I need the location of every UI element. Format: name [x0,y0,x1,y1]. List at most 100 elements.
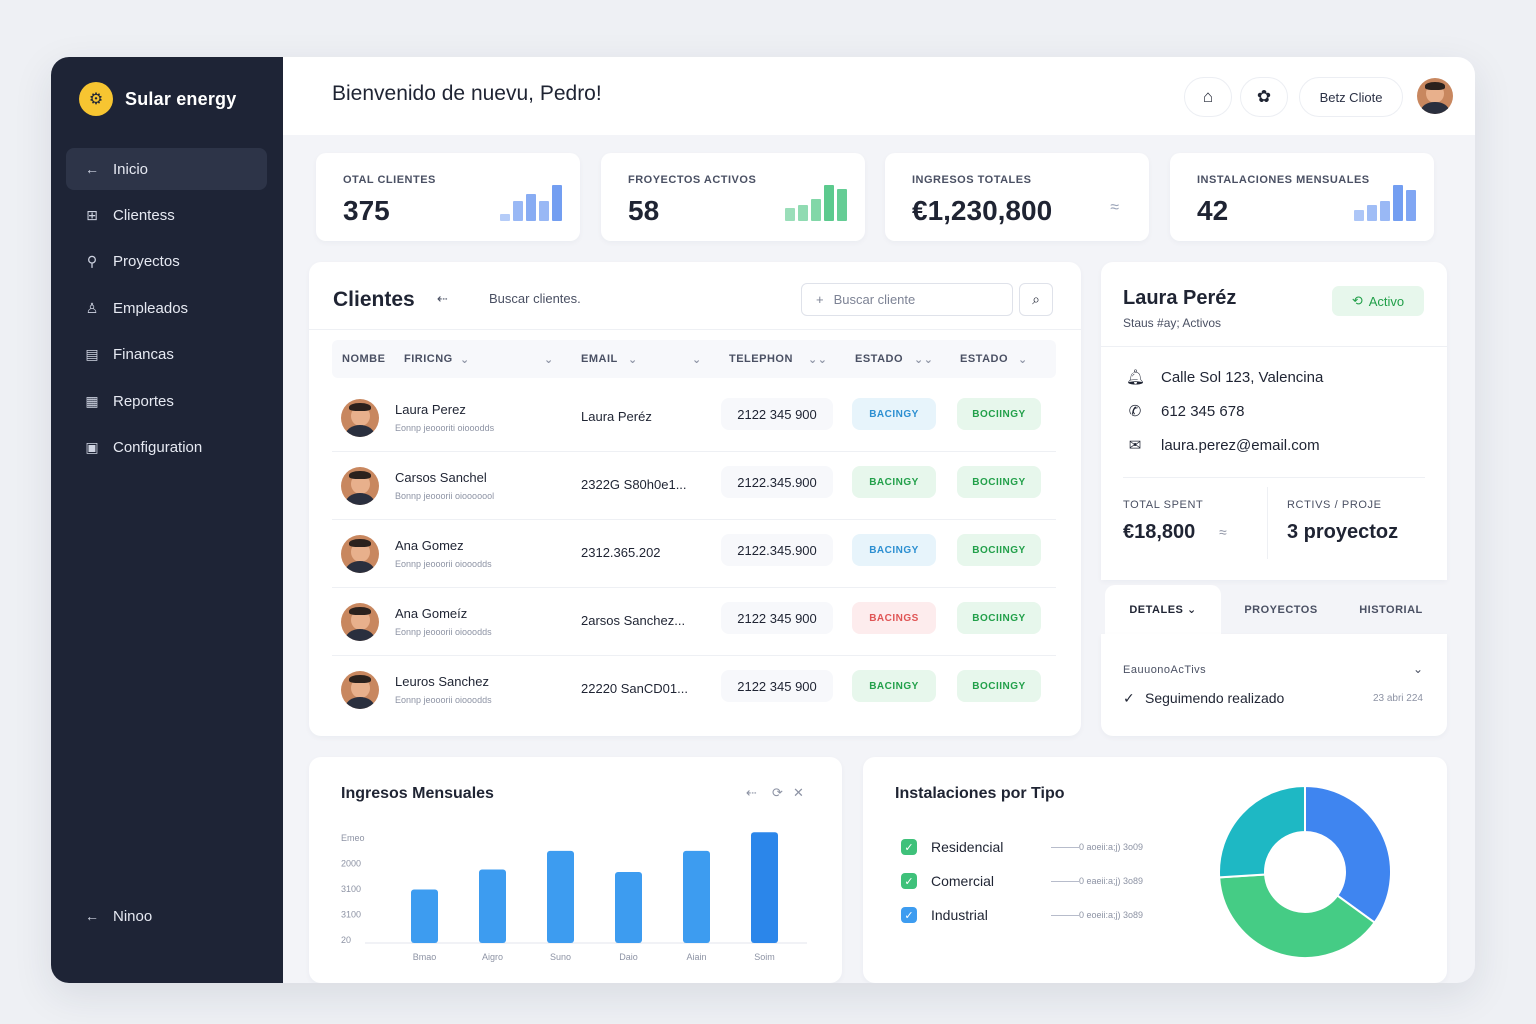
status-badge[interactable]: BACINGY [852,398,936,430]
sidebar-item-reportes[interactable]: ▦ Reportes [66,380,267,422]
spark-bar [500,214,510,221]
legend-connector [1051,915,1079,916]
tab-detalles[interactable]: DETALES ⌄ [1105,585,1221,634]
client-name: Laura Perez [395,402,466,417]
status-badge[interactable]: ⟲ Activo [1332,286,1424,316]
client-phone: 2122 345 900 [721,602,833,634]
status-badge[interactable]: BACINGY [852,670,936,702]
column-header[interactable]: ESTADO [960,353,1009,365]
sort-icon[interactable]: ⌄ [460,354,470,366]
table-row[interactable]: Ana Gomez Eonnp jeooorii oiooodds 2312.3… [332,520,1056,588]
x-tick-label: Aiain [686,952,706,962]
sidebar-item-label: Configuration [113,438,203,456]
avatar [341,671,379,709]
home-button[interactable]: ⌂ [1184,77,1232,117]
table-row[interactable]: Laura Perez Eonnp jeoooriti oiooodds Lau… [332,384,1056,452]
x-tick-label: Aigro [482,952,503,962]
user-avatar[interactable] [1417,78,1453,114]
sidebar-item-label: Proyectos [113,252,180,270]
column-header[interactable]: ESTADO [855,353,904,365]
column-header[interactable]: FIRICNG [404,353,453,365]
table-row[interactable]: Ana Gomeíz Eonnp jeooorii oiooodds 2arso… [332,588,1056,656]
detail-status: Staus #ay; Activos [1123,316,1222,330]
legend-item[interactable]: ✓ Comercial [901,873,994,889]
client-subtext: Eonnp jeooorii oiooodds [395,695,492,705]
status-badge[interactable]: BOCIINGY [957,398,1041,430]
stat-value: 42 [1197,195,1229,226]
sidebar-item-label: Inicio [113,160,149,178]
spark-bar [785,208,795,221]
sidebar-item-financas[interactable]: ▤ Financas [66,333,267,375]
sort-icon[interactable]: ⌄⌄ [914,354,934,366]
clients-card: Clientes ⇠ Buscar clientes. + Buscar cli… [309,262,1081,736]
client-email: Laura Peréz [581,409,652,424]
sort-icon[interactable]: ⌄⌄ [808,354,828,366]
status-badge[interactable]: BOCIINGY [957,466,1041,498]
email-line[interactable]: ✉ laura.perez@email.com [1126,436,1320,455]
sidebar-item-clientes[interactable]: ⊞ Clientess [66,194,267,236]
stat-card-proyectos[interactable]: FROYECTOS ACTIVOS 58 [601,153,865,241]
legend-item[interactable]: ✓ Residencial [901,839,1003,855]
stat-card-instalaciones[interactable]: INSTALACIONES MENSUALES 42 [1170,153,1434,241]
chevron-down-icon[interactable]: ⌄ [1412,662,1423,676]
search-button[interactable]: ⌕ [1019,283,1053,316]
avatar [341,399,379,437]
sort-icon[interactable]: ⌄ [1018,354,1028,366]
home-icon: ⌂ [1202,87,1214,106]
sidebar: ⚙ Sular energy ← Inicio ⊞ Clientess ⚲ Pr… [51,57,283,983]
stat-card-clientes[interactable]: OTAL CLIENTES 375 [316,153,580,241]
sidebar-item-proyectos[interactable]: ⚲ Proyectos [66,240,267,282]
projects-label: RCTIVS / PROJE [1287,499,1382,511]
brand[interactable]: ⚙ Sular energy [79,82,236,116]
divider [1123,477,1425,478]
status-badge[interactable]: BACINGY [852,466,936,498]
sort-icon[interactable]: ⌄ [544,354,554,366]
client-name: Carsos Sanchel [395,470,487,485]
spark-bar [552,185,562,221]
sidebar-item-configuration[interactable]: ▣ Configuration [66,426,267,468]
status-badge[interactable]: BOCIINGY [957,602,1041,634]
back-icon[interactable]: ⇠ [746,785,757,800]
column-header[interactable]: EMAIL [581,353,618,365]
client-name: Ana Gomez [395,538,464,553]
top-bar: Bienvenido de nuevu, Pedro! ⌂ ✿ Betz Cli… [283,57,1475,135]
table-row[interactable]: Leuros Sanchez Eonnp jeooorii oiooodds 2… [332,656,1056,724]
search-placeholder: Buscar cliente [833,292,916,307]
spark-bar [513,201,523,221]
legend-label: Residencial [931,839,1004,855]
sidebar-item-bottom[interactable]: ← Ninoo [66,895,267,937]
new-client-button[interactable]: Betz Cliote [1299,77,1403,117]
avatar [341,535,379,573]
avatar [341,467,379,505]
column-header[interactable]: TELEPHON [729,353,793,365]
gear-icon: ✿ [1256,87,1272,106]
search-icon: ⌕ [1032,291,1040,307]
search-input[interactable]: + Buscar cliente [801,283,1013,316]
status-badge[interactable]: BACINGY [852,534,936,566]
status-badge[interactable]: BOCIINGY [957,534,1041,566]
projects-value: 3 proyectoz [1287,521,1399,543]
stat-card-ingresos[interactable]: INGRESOS TOTALES €1,230,800 ≈ [885,153,1149,241]
column-header[interactable]: NOMBE [342,353,386,365]
client-email: 2arsos Sanchez... [581,613,686,628]
activity-card: EauuonoAcTivs ⌄ ✓ Seguimendo realizado 2… [1101,634,1447,736]
checkbox-icon: ✓ [901,873,917,889]
sort-icon[interactable]: ⌄ [692,354,702,366]
phone-line[interactable]: ✆ 612 345 678 [1126,402,1245,421]
tab-historial[interactable]: HISTORIAL [1359,603,1423,616]
legend-item[interactable]: ✓ Industrial [901,907,988,923]
table-row[interactable]: Carsos Sanchel Bonnp jeooorii oiooooool … [332,452,1056,520]
divider [1101,346,1447,347]
tab-proyectos[interactable]: PROYECTOS [1244,603,1318,616]
sidebar-item-empleados[interactable]: ♙ Empleados [66,287,267,329]
close-icon[interactable]: ✕ [793,785,804,800]
sidebar-item-inicio[interactable]: ← Inicio [66,148,267,190]
status-badge[interactable]: BOCIINGY [957,670,1041,702]
clients-icon: ⊞ [86,206,98,223]
status-badge[interactable]: BACINGS [852,602,936,634]
sort-icon[interactable]: ⌄ [628,354,638,366]
refresh-icon[interactable]: ⟳ [772,785,783,800]
employees-icon: ♙ [85,299,99,316]
spark-bar [539,201,549,221]
settings-button[interactable]: ✿ [1240,77,1288,117]
